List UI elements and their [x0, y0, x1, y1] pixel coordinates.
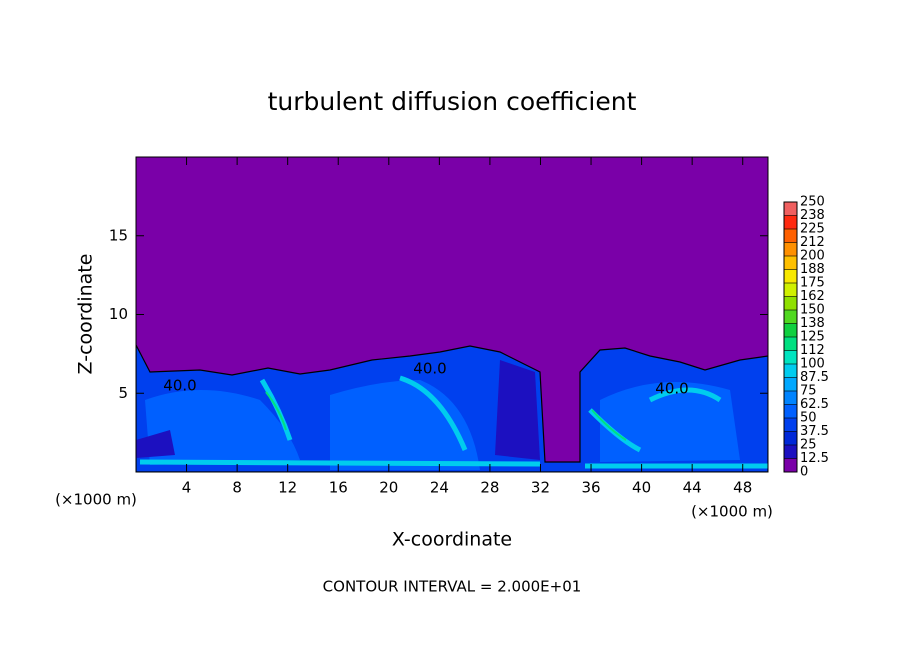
colorbar-swatch	[784, 269, 797, 283]
colorbar-label: 112	[800, 343, 825, 358]
colorbar-label: 212	[800, 235, 825, 250]
colorbar-swatch	[784, 310, 797, 324]
colorbar-label: 62.5	[800, 397, 829, 412]
x-tick-label: 36	[581, 479, 600, 497]
colorbar-swatch	[784, 364, 797, 378]
colorbar-label: 150	[800, 303, 825, 318]
y-tick-label: 15	[109, 226, 128, 244]
colorbar-swatch	[784, 404, 797, 418]
y-tick-label: 5	[118, 384, 128, 402]
colorbar-swatch	[784, 256, 797, 270]
colorbar-swatch	[784, 377, 797, 391]
colorbar-label: 37.5	[800, 424, 829, 439]
x-tick-label: 20	[379, 479, 398, 497]
green-streak	[265, 391, 627, 441]
colorbar-label: 0	[800, 465, 808, 480]
chart-title: turbulent diffusion coefficient	[268, 87, 637, 116]
colorbar-label: 87.5	[800, 370, 829, 385]
y-tick-label: 10	[109, 305, 128, 323]
x-tick-label: 16	[329, 479, 348, 497]
colorbar-swatch	[784, 445, 797, 459]
x-unit-label: (×1000 m)	[55, 491, 137, 509]
x-tick-label: 12	[278, 479, 297, 497]
colorbar-label: 188	[800, 262, 825, 277]
colorbar-swatch	[784, 202, 797, 216]
footer: CONTOUR INTERVAL = 2.000E+01	[323, 578, 582, 596]
x-tick-label: 44	[683, 479, 702, 497]
colorbar-label: 200	[800, 249, 825, 264]
colorbar-swatch	[784, 323, 797, 337]
colorbar-swatch	[784, 391, 797, 405]
x-tick-label: 40	[632, 479, 651, 497]
colorbar-swatch	[784, 283, 797, 297]
colorbar-swatch	[784, 337, 797, 351]
colorbar-swatch	[784, 418, 797, 432]
x-tick-label: 28	[480, 479, 499, 497]
colorbar-swatch	[784, 229, 797, 243]
x-tick-label: 24	[430, 479, 449, 497]
contour-label: 40.0	[413, 360, 446, 378]
colorbar-swatch	[784, 431, 797, 445]
x-tick-label: 32	[531, 479, 550, 497]
strong-region	[145, 380, 740, 470]
x-axis-title: X-coordinate	[392, 529, 512, 551]
colorbar-label: 12.5	[800, 451, 829, 466]
field: 40.0 40.0 40.0	[136, 344, 768, 472]
x-tick-label: 48	[733, 479, 752, 497]
contour-label: 40.0	[655, 380, 688, 398]
contour-label: 40.0	[163, 377, 196, 395]
colorbar-label: 100	[800, 357, 825, 372]
x-tick-label: 8	[232, 479, 242, 497]
colorbar-label: 25	[800, 438, 817, 453]
colorbar-swatch	[784, 458, 797, 472]
colorbar-label: 125	[800, 330, 825, 345]
x-unit-label: (×1000 m)	[691, 503, 773, 521]
colorbar-label: 75	[800, 384, 817, 399]
x-tick-label: 4	[182, 479, 192, 497]
y-axis-title: Z-coordinate	[75, 254, 97, 375]
colorbar-swatch	[784, 215, 797, 229]
colorbar-label: 175	[800, 276, 825, 291]
colorbar-label: 162	[800, 289, 825, 304]
colorbar-label: 50	[800, 411, 817, 426]
colorbar-label: 250	[800, 195, 825, 210]
colorbar-label: 138	[800, 316, 825, 331]
weak-region	[136, 360, 540, 460]
colorbar-label: 225	[800, 222, 825, 237]
colorbar-swatch	[784, 296, 797, 310]
colorbar-swatch	[784, 242, 797, 256]
colorbar-label: 238	[800, 208, 825, 223]
colorbar-swatch	[784, 350, 797, 364]
